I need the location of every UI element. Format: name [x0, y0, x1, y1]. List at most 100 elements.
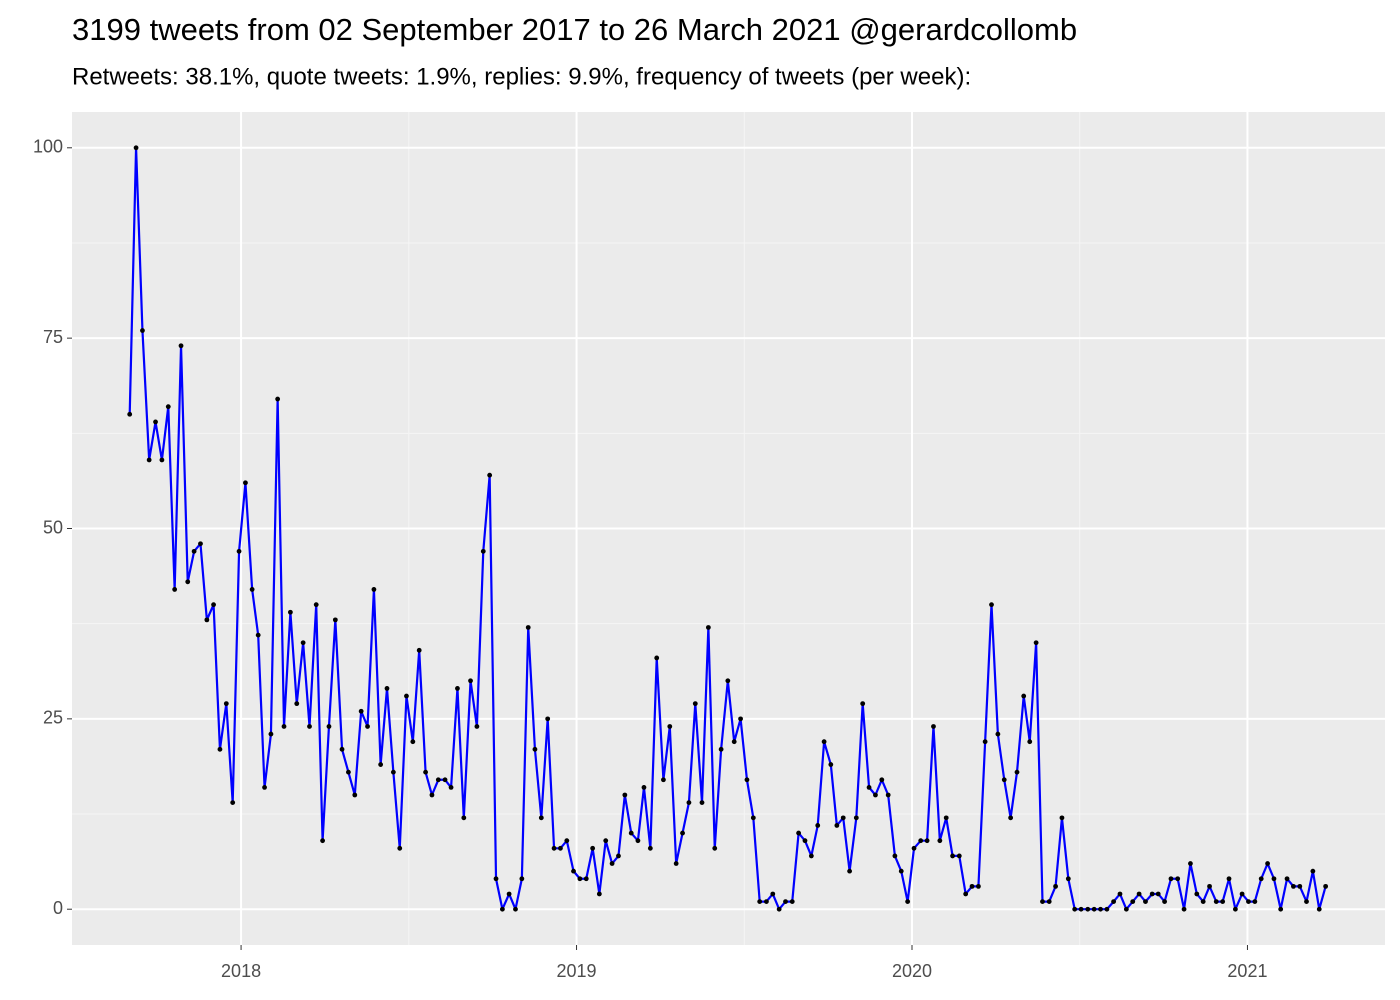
data-point [1136, 891, 1142, 897]
data-point [950, 853, 955, 859]
data-point [1162, 899, 1168, 904]
data-point [892, 853, 898, 859]
data-point [339, 746, 345, 752]
data-point [326, 724, 332, 729]
data-point [468, 678, 473, 684]
data-point [603, 838, 609, 844]
data-point [1143, 899, 1148, 904]
data-point [860, 701, 866, 707]
data-point [513, 906, 518, 912]
data-point [172, 587, 178, 592]
data-point [1297, 883, 1303, 889]
data-point [423, 769, 428, 775]
data-point [1008, 815, 1014, 821]
data-point [1181, 906, 1187, 912]
data-point [1085, 906, 1091, 912]
data-point [571, 868, 576, 874]
data-point [275, 396, 281, 402]
chart-title: 3199 tweets from 02 September 2017 to 26… [72, 12, 1077, 47]
data-point [346, 769, 351, 775]
data-point [294, 701, 300, 707]
data-point [712, 845, 718, 851]
data-point [211, 602, 216, 608]
data-point [577, 876, 583, 882]
data-point [622, 792, 628, 798]
data-point [281, 724, 287, 729]
data-point [834, 823, 840, 828]
data-point [1065, 876, 1071, 882]
data-point [545, 716, 551, 722]
data-point [757, 899, 763, 904]
data-point [506, 891, 512, 897]
data-point [635, 838, 641, 844]
data-point [390, 769, 396, 775]
data-point [989, 602, 994, 608]
data-point [1316, 906, 1322, 912]
data-point [300, 640, 306, 646]
data-point [223, 701, 229, 707]
data-point [1040, 899, 1045, 904]
data-point [628, 830, 634, 836]
data-point [442, 777, 448, 783]
data-point [352, 792, 358, 798]
data-point [750, 815, 756, 821]
data-point [1278, 906, 1284, 912]
data-point [738, 716, 743, 722]
data-point [1149, 891, 1155, 897]
data-point [371, 587, 377, 592]
data-point [1168, 876, 1174, 882]
data-point [493, 876, 499, 882]
data-point [1239, 891, 1245, 897]
data-point [499, 906, 505, 912]
data-point [558, 845, 563, 851]
data-point [416, 647, 422, 653]
data-point [815, 823, 821, 828]
data-point [1117, 891, 1123, 897]
data-point [358, 708, 364, 714]
data-point [185, 579, 191, 585]
data-point [1194, 891, 1200, 897]
data-point [783, 899, 788, 904]
data-point [789, 899, 795, 904]
data-point [1098, 906, 1103, 912]
data-point [1323, 883, 1329, 889]
data-point [140, 328, 145, 333]
data-point [236, 548, 242, 554]
data-point [1226, 876, 1232, 882]
data-point [680, 830, 685, 836]
data-point [982, 739, 988, 745]
data-point [378, 762, 384, 767]
data-point [146, 457, 152, 463]
y-tick-label: 50 [43, 517, 63, 537]
data-point [1252, 899, 1258, 904]
y-tick-label: 0 [53, 898, 63, 918]
data-point [480, 548, 486, 554]
x-tick-label: 2021 [1227, 961, 1267, 981]
data-point [764, 899, 769, 904]
data-point [1033, 640, 1039, 646]
data-point [963, 891, 969, 897]
data-point [178, 343, 184, 349]
data-point [1053, 883, 1058, 889]
data-point [204, 617, 210, 623]
data-point [654, 655, 660, 661]
data-point [404, 693, 409, 699]
data-point [487, 472, 493, 478]
data-point [217, 746, 223, 752]
data-point [911, 845, 917, 851]
data-point [1232, 906, 1238, 912]
data-point [287, 609, 293, 615]
data-point [1059, 815, 1065, 821]
data-point [127, 411, 133, 417]
data-point [455, 685, 460, 691]
data-point [384, 685, 390, 691]
data-point [230, 800, 236, 806]
data-point [243, 480, 248, 486]
data-point [1188, 861, 1193, 866]
data-point [661, 777, 666, 783]
data-point [1200, 899, 1206, 904]
data-point [1078, 906, 1084, 912]
y-tick-label: 100 [33, 137, 63, 157]
data-point [133, 145, 139, 151]
data-point [770, 891, 776, 897]
